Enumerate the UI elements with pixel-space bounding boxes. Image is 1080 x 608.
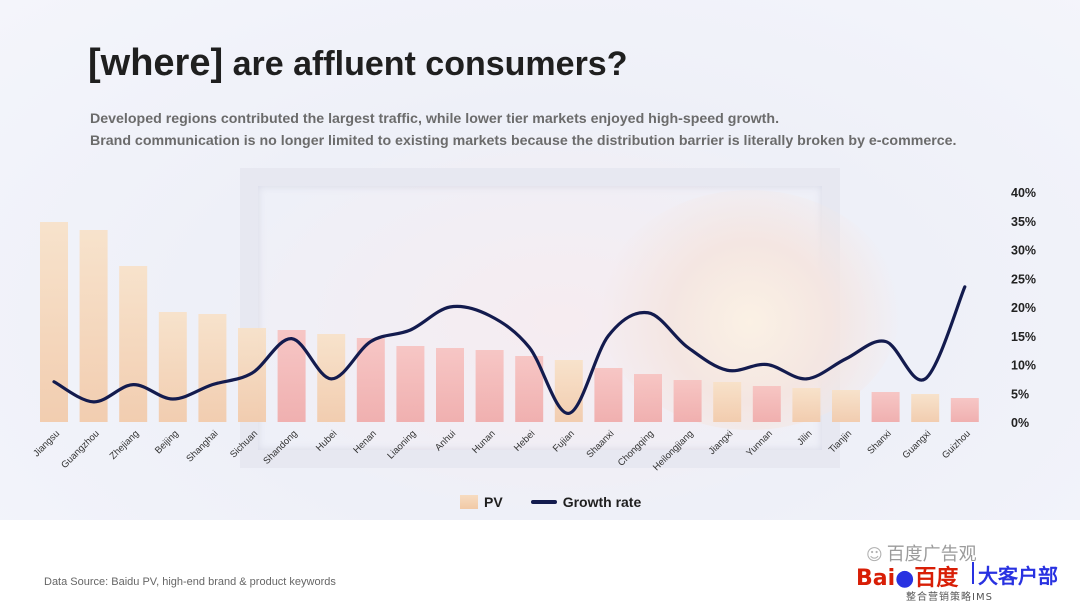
pv-bar-heilongjiang: [673, 380, 702, 422]
baidu-wordmark: Bai●百度: [856, 566, 959, 591]
x-tick-label: Guangxi: [901, 428, 934, 461]
pv-bar-anhui: [436, 348, 464, 422]
pv-bar-guizhou: [950, 398, 979, 422]
x-tick-label: Guizhou: [940, 428, 973, 461]
x-tick-label: Sichuan: [228, 428, 260, 460]
x-tick-label: Guangzhou: [59, 428, 102, 471]
title-bracket: [where]: [88, 42, 224, 84]
x-tick-label: Hebei: [512, 428, 537, 453]
pv-bar-sichuan: [238, 328, 266, 422]
y2-tick-label: 5%: [1011, 387, 1029, 401]
x-tick-label: Fujian: [551, 428, 577, 454]
pv-bar-jilin: [792, 388, 821, 422]
pv-bar-jiangxi: [713, 382, 742, 422]
x-tick-label: Shanghai: [184, 428, 220, 464]
x-tick-label: Shaanxi: [584, 428, 616, 460]
x-tick-label: Jiangsu: [31, 428, 62, 459]
x-tick-label: Chongqing: [616, 428, 656, 468]
pv-bar-chongqing: [634, 374, 662, 422]
pv-bar-shaanxi: [594, 368, 623, 422]
pv-bar-jiangsu: [40, 222, 68, 422]
pv-bar-guangzhou: [79, 230, 108, 422]
x-tick-label: Jiangxi: [707, 428, 736, 457]
wechat-watermark: ☺ 百度广告观: [866, 540, 977, 566]
x-tick-label: Heilongjiang: [651, 428, 696, 473]
pv-bar-yunnan: [752, 386, 781, 422]
data-source-note: Data Source: Baidu PV, high-end brand & …: [44, 576, 336, 588]
pv-bar-liaoning: [396, 346, 425, 422]
y2-tick-label: 25%: [1011, 272, 1036, 286]
y2-tick-label: 40%: [1011, 186, 1036, 200]
legend-growth-swatch: [530, 500, 557, 504]
pv-bar-shanghai: [198, 314, 227, 422]
x-tick-label: Jilin: [795, 428, 814, 447]
paw-icon: ●: [895, 566, 915, 591]
title-rest: are affluent consumers?: [223, 45, 628, 83]
pv-bar-zhejiang: [119, 266, 148, 422]
x-tick-label: Liaoning: [385, 428, 418, 461]
growth-rate-line: [52, 285, 967, 415]
y2-tick-label: 0%: [1011, 416, 1029, 430]
pv-bar-shanxi: [871, 392, 900, 422]
logo-divider: [972, 562, 974, 584]
pv-bar-guangxi: [911, 394, 940, 422]
pv-bar-beijing: [158, 312, 187, 422]
y2-tick-label: 20%: [1011, 301, 1036, 315]
pv-bar-tianjin: [832, 390, 860, 422]
x-tick-label: Henan: [351, 428, 379, 456]
y2-tick-label: 35%: [1011, 215, 1036, 229]
x-tick-label: Beijing: [153, 428, 181, 456]
x-tick-label: Yunnan: [744, 428, 775, 459]
chart-legend: PV Growth rate: [460, 494, 641, 510]
page-title: [where] are affluent consumers?: [88, 42, 627, 85]
y2-tick-label: 10%: [1011, 359, 1036, 373]
legend-pv-label: PV: [484, 494, 503, 510]
baidu-logo: Bai●百度 大客户部 整合营销策略IMS: [856, 560, 1062, 603]
subtitle: Developed regions contributed the larges…: [90, 108, 1030, 152]
wechat-icon: ☺: [866, 545, 883, 564]
x-tick-label: Shandong: [261, 428, 299, 466]
logo-tagline: 整合营销策略IMS: [906, 592, 993, 603]
legend-growth-label: Growth rate: [562, 494, 642, 510]
subtitle-line: Developed regions contributed the larges…: [90, 111, 780, 127]
x-tick-label: Shanxi: [865, 428, 893, 456]
background: [0, 0, 1080, 520]
x-tick-label: Tianjin: [827, 428, 854, 455]
legend-pv-swatch: [460, 495, 478, 509]
logo-brand: 大客户部: [978, 564, 1058, 588]
y2-tick-label: 30%: [1011, 244, 1036, 258]
y2-tick-label: 15%: [1011, 330, 1036, 344]
pv-bar-hunan: [475, 350, 504, 422]
watermark-text: 百度广告观: [886, 544, 977, 565]
subtitle-line: Brand communication is no longer limited…: [90, 133, 957, 149]
x-tick-label: Anhui: [433, 428, 458, 453]
x-tick-label: Zhejiang: [108, 428, 142, 462]
pv-bar-fujian: [554, 360, 583, 422]
x-tick-label: Hunan: [470, 428, 498, 456]
x-tick-label: Hubei: [314, 428, 339, 453]
